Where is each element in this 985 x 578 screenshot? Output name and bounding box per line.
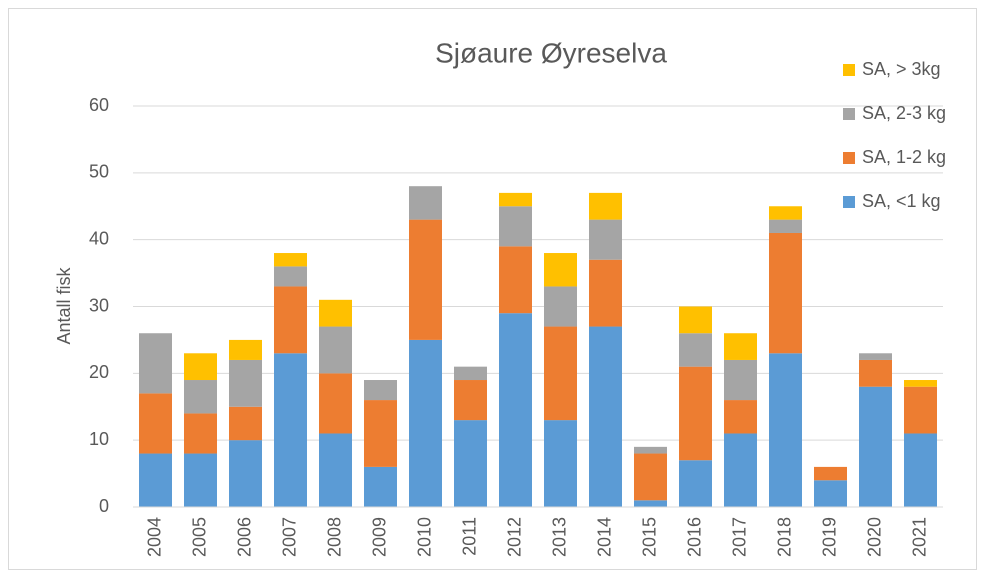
y-tick-label: 60 <box>89 95 109 115</box>
bar-segment <box>769 206 802 220</box>
bar-segment <box>319 299 352 327</box>
legend-label: SA, 2-3 kg <box>862 103 946 123</box>
legend-label: SA, > 3kg <box>862 59 941 79</box>
chart-title: Sjøaure Øyreselva <box>435 37 667 68</box>
bar-segment <box>184 413 217 454</box>
bar-segment <box>724 333 757 360</box>
bar-segment <box>634 500 667 507</box>
legend-swatch <box>843 108 855 120</box>
x-tick-label: 2018 <box>774 517 794 557</box>
bar-segment <box>724 359 757 401</box>
bar-segment <box>229 339 262 360</box>
bar-segment <box>544 286 577 327</box>
x-tick-label: 2008 <box>324 517 344 557</box>
bar-segment <box>454 380 487 421</box>
x-tick-label: 2010 <box>414 517 434 557</box>
x-tick-label: 2016 <box>684 517 704 557</box>
bar-segment <box>769 219 802 233</box>
legend-swatch <box>843 152 855 164</box>
bar-segment <box>184 353 217 381</box>
bar-segment <box>364 400 397 467</box>
y-tick-label: 30 <box>89 295 109 315</box>
x-tick-label: 2004 <box>144 517 164 557</box>
legend-label: SA, 1-2 kg <box>862 147 946 167</box>
legend-swatch <box>843 64 855 76</box>
x-tick-label: 2019 <box>819 517 839 557</box>
bar-segment <box>364 380 397 401</box>
bar-segment <box>724 400 757 434</box>
bar-segment <box>859 386 892 507</box>
bar-segment <box>679 333 712 367</box>
bar-segment <box>184 380 217 414</box>
bar-segment <box>499 246 532 314</box>
x-tick-label: 2006 <box>234 517 254 557</box>
bar-segment <box>679 306 712 334</box>
bar-segment <box>454 420 487 507</box>
bar-segment <box>769 353 802 507</box>
x-tick-label: 2017 <box>729 517 749 557</box>
bar-segment <box>274 353 307 507</box>
bar-segment <box>274 286 307 354</box>
y-tick-label: 0 <box>99 496 109 516</box>
x-tick-label: 2014 <box>594 517 614 557</box>
x-tick-label: 2007 <box>279 517 299 557</box>
x-tick-label: 2009 <box>369 517 389 557</box>
bar-segment <box>274 266 307 287</box>
bar-segment <box>319 433 352 507</box>
bar-segment <box>589 192 622 220</box>
bar-segment <box>184 453 217 507</box>
bar-segment <box>499 206 532 247</box>
legend-label: SA, <1 kg <box>862 191 941 211</box>
y-axis-label: Antall fisk <box>54 266 74 344</box>
bar-segment <box>679 366 712 461</box>
bar-segment <box>229 406 262 441</box>
bar-segment <box>319 326 352 374</box>
bar-segment <box>589 219 622 260</box>
bar-segment <box>859 359 892 387</box>
x-tick-label: 2005 <box>189 517 209 557</box>
bar-segment <box>139 333 172 394</box>
bar-segment <box>814 466 847 481</box>
legend-swatch <box>843 196 855 208</box>
x-tick-label: 2013 <box>549 517 569 557</box>
bar-segment <box>589 326 622 507</box>
bar-segment <box>139 453 172 507</box>
bar-segment <box>544 420 577 507</box>
bar-segment <box>229 440 262 507</box>
bar-segment <box>634 446 667 454</box>
bar-segment <box>904 380 937 387</box>
bar-segment <box>364 466 397 507</box>
bar-segment <box>274 253 307 267</box>
x-tick-label: 2011 <box>459 517 479 556</box>
bar-segment <box>904 433 937 507</box>
bar-segment <box>904 386 937 434</box>
bar-segment <box>769 232 802 354</box>
bar-segment <box>409 339 442 507</box>
bar-segment <box>544 253 577 287</box>
x-tick-label: 2020 <box>864 517 884 557</box>
x-tick-label: 2015 <box>639 517 659 557</box>
bar-segment <box>139 393 172 454</box>
bar-segment <box>409 219 442 340</box>
bar-segment <box>229 359 262 407</box>
y-tick-label: 10 <box>89 429 109 449</box>
y-tick-label: 50 <box>89 162 109 182</box>
x-tick-label: 2012 <box>504 517 524 557</box>
bar-segment <box>409 186 442 220</box>
bar-segment <box>499 192 532 207</box>
bar-segment <box>634 453 667 501</box>
bar-segment <box>544 326 577 421</box>
y-tick-label: 20 <box>89 362 109 382</box>
bar-segment <box>679 460 712 507</box>
bar-segment <box>454 366 487 381</box>
bar-segment <box>589 259 622 327</box>
bar-segment <box>319 373 352 434</box>
x-tick-label: 2021 <box>909 517 929 557</box>
bar-segment <box>499 313 532 507</box>
bar-segment <box>859 353 892 360</box>
bar-segment <box>814 480 847 507</box>
y-tick-label: 40 <box>89 228 109 248</box>
bar-segment <box>724 433 757 507</box>
